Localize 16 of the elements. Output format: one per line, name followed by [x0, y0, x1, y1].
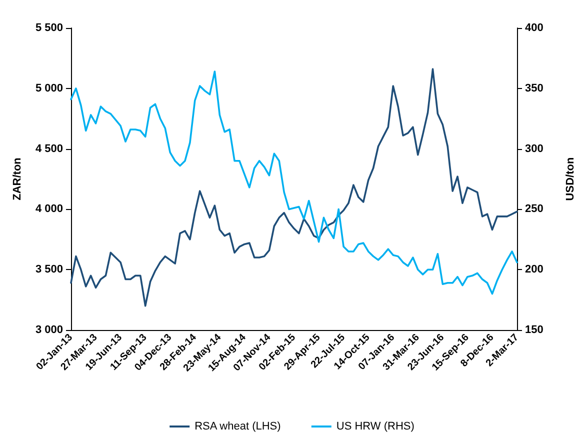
legend-label: RSA wheat (LHS) [194, 420, 281, 432]
legend-label: US HRW (RHS) [336, 420, 414, 432]
y-tick-label: 5 000 [35, 82, 63, 94]
y2-tick-label: 200 [525, 264, 544, 276]
y2-tick-label: 250 [525, 203, 544, 216]
y-tick-label: 5 500 [35, 22, 63, 34]
y-axis-title: ZAR/ton [12, 157, 24, 200]
y2-tick-label: 350 [525, 82, 544, 94]
y2-tick-label: 400 [525, 22, 544, 34]
y-tick-label: 4 500 [35, 142, 63, 155]
y-tick-label: 4 000 [35, 203, 63, 216]
y-tick-label: 3 000 [35, 324, 63, 336]
y2-tick-label: 150 [525, 324, 544, 336]
y2-axis-title: USD/ton [564, 157, 576, 201]
y-tick-label: 3 500 [35, 264, 63, 276]
y2-tick-label: 300 [525, 142, 544, 155]
